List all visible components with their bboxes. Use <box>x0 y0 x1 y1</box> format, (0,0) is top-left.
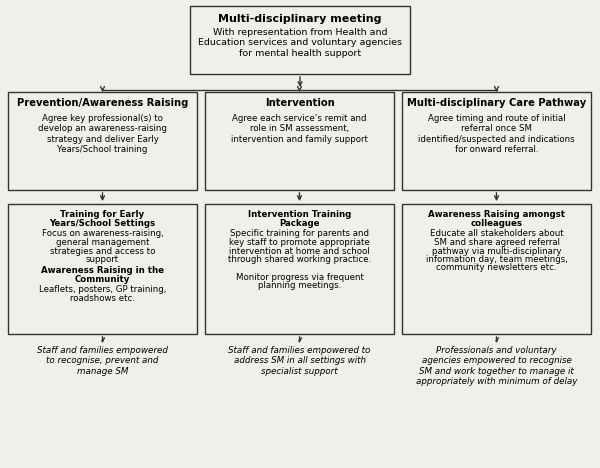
Text: roadshows etc.: roadshows etc. <box>70 294 135 303</box>
Text: Intervention Training: Intervention Training <box>248 210 351 219</box>
Text: Awareness Raising amongst: Awareness Raising amongst <box>428 210 565 219</box>
Text: community newsletters etc.: community newsletters etc. <box>436 263 557 272</box>
Text: Years/School Settings: Years/School Settings <box>49 219 155 227</box>
Text: Multi-disciplinary Care Pathway: Multi-disciplinary Care Pathway <box>407 98 586 108</box>
Text: Agree key professional(s) to
develop an awareness-raising
strategy and deliver E: Agree key professional(s) to develop an … <box>38 114 167 154</box>
Text: Staff and families empowered
to recognise, prevent and
manage SM: Staff and families empowered to recognis… <box>37 346 168 376</box>
Text: Professionals and voluntary
agencies empowered to recognise
SM and work together: Professionals and voluntary agencies emp… <box>416 346 577 386</box>
Text: Agree each service’s remit and
role in SM assessment,
intervention and family su: Agree each service’s remit and role in S… <box>231 114 368 144</box>
Text: key staff to promote appropriate: key staff to promote appropriate <box>229 238 370 247</box>
Text: Package: Package <box>279 219 320 227</box>
Bar <box>8 204 197 334</box>
Text: general management: general management <box>56 238 149 247</box>
Text: SM and share agreed referral: SM and share agreed referral <box>433 238 560 247</box>
Text: Prevention/Awareness Raising: Prevention/Awareness Raising <box>17 98 188 108</box>
Bar <box>402 92 591 190</box>
Text: colleagues: colleagues <box>470 219 523 227</box>
Bar <box>205 204 394 334</box>
Text: strategies and access to: strategies and access to <box>50 247 155 256</box>
Text: intervention at home and school: intervention at home and school <box>229 247 370 256</box>
Text: pathway via multi-disciplinary: pathway via multi-disciplinary <box>432 247 561 256</box>
Bar <box>402 204 591 334</box>
Text: Educate all stakeholders about: Educate all stakeholders about <box>430 229 563 239</box>
Text: Multi-disciplinary meeting: Multi-disciplinary meeting <box>218 14 382 24</box>
Text: Leaflets, posters, GP training,: Leaflets, posters, GP training, <box>39 285 166 294</box>
Text: Focus on awareness-raising,: Focus on awareness-raising, <box>41 229 163 239</box>
Text: information day, team meetings,: information day, team meetings, <box>425 255 568 264</box>
Text: support: support <box>86 255 119 264</box>
Bar <box>205 92 394 190</box>
Text: Staff and families empowered to
address SM in all settings with
specialist suppo: Staff and families empowered to address … <box>229 346 371 376</box>
Text: Training for Early: Training for Early <box>61 210 145 219</box>
Text: through shared working practice.: through shared working practice. <box>228 255 371 264</box>
Text: Monitor progress via frequent: Monitor progress via frequent <box>236 273 364 282</box>
Bar <box>8 92 197 190</box>
Text: Awareness Raising in the: Awareness Raising in the <box>41 266 164 275</box>
Text: planning meetings.: planning meetings. <box>258 281 341 290</box>
Text: Agree timing and route of initial
referral once SM
identified/suspected and indi: Agree timing and route of initial referr… <box>418 114 575 154</box>
Text: Specific training for parents and: Specific training for parents and <box>230 229 369 239</box>
Text: Community: Community <box>75 275 130 284</box>
Bar <box>190 6 410 74</box>
Text: With representation from Health and
Education services and voluntary agencies
fo: With representation from Health and Educ… <box>198 28 402 58</box>
Text: Intervention: Intervention <box>265 98 334 108</box>
